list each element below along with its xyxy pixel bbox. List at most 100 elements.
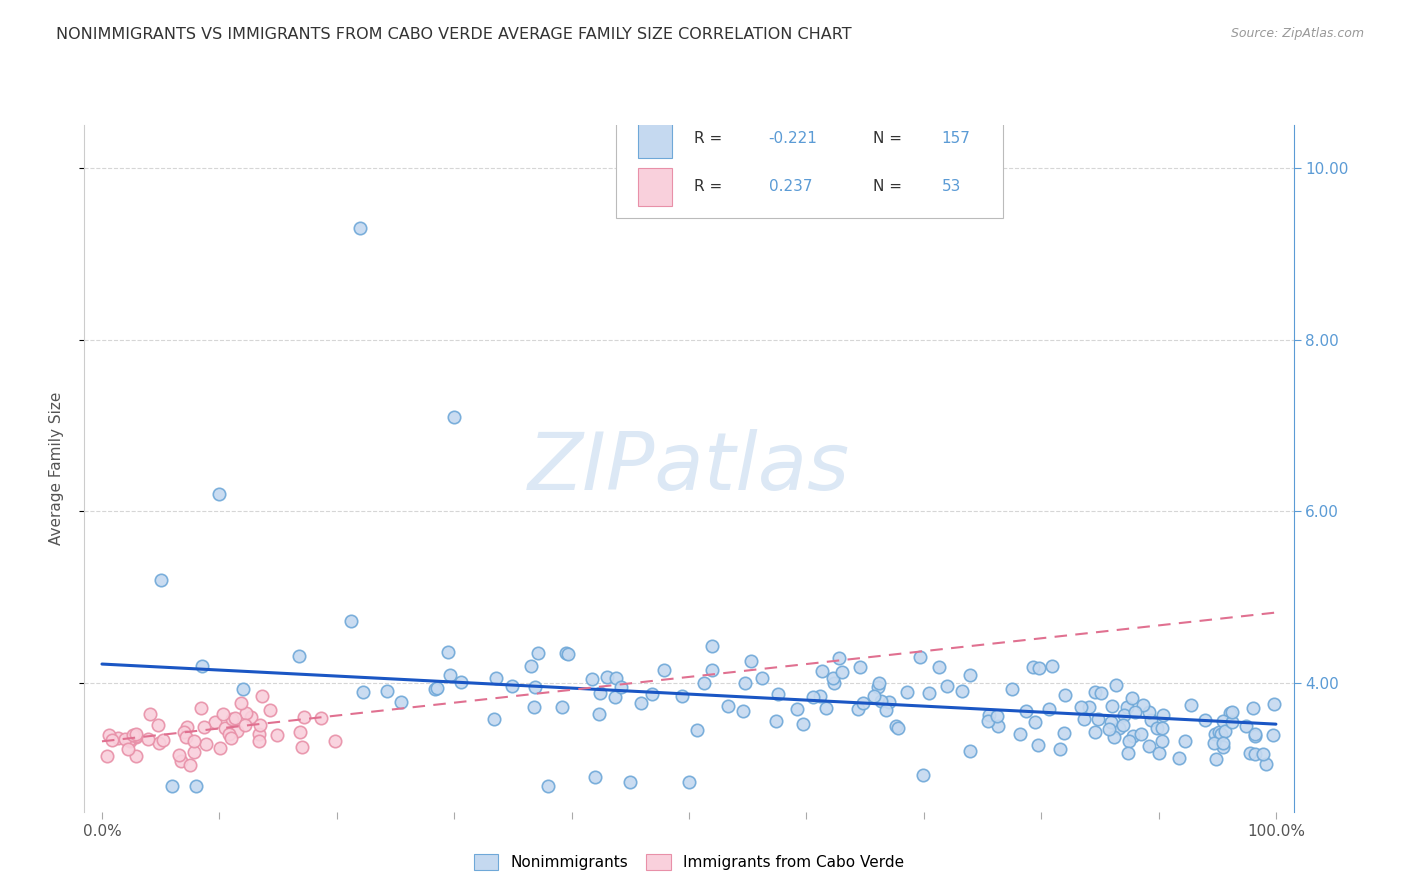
Point <box>1244 729 1267 743</box>
Point <box>849 660 872 674</box>
Point <box>1137 739 1160 754</box>
Point <box>1073 712 1095 726</box>
Point <box>1123 705 1146 719</box>
Point <box>1008 727 1031 741</box>
Point <box>977 714 1000 729</box>
Point <box>717 698 740 713</box>
Point <box>1038 702 1060 716</box>
Point <box>1208 725 1230 739</box>
Point <box>1101 699 1123 714</box>
FancyBboxPatch shape <box>638 168 672 206</box>
Point <box>1152 707 1174 722</box>
Point <box>184 779 207 793</box>
Point <box>170 754 193 768</box>
Point <box>868 676 890 690</box>
Point <box>389 695 412 709</box>
Point <box>1001 682 1024 697</box>
Point <box>1105 678 1128 692</box>
Point <box>218 727 240 741</box>
Point <box>1219 706 1241 721</box>
Point <box>1022 660 1045 674</box>
Point <box>439 668 461 682</box>
Text: 0.237: 0.237 <box>769 179 813 194</box>
Point <box>869 694 891 708</box>
Point <box>1053 688 1076 702</box>
Point <box>551 700 574 714</box>
Point <box>693 675 716 690</box>
Point <box>176 720 198 734</box>
Text: NONIMMIGRANTS VS IMMIGRANTS FROM CABO VERDE AVERAGE FAMILY SIZE CORRELATION CHAR: NONIMMIGRANTS VS IMMIGRANTS FROM CABO VE… <box>56 27 852 42</box>
Point <box>1212 740 1234 755</box>
Point <box>146 718 169 732</box>
Point <box>523 680 546 694</box>
Point <box>1174 734 1197 748</box>
Point <box>288 648 311 663</box>
Point <box>122 728 145 742</box>
Point <box>212 706 235 721</box>
Point <box>340 615 363 629</box>
Point <box>98 728 121 742</box>
Point <box>96 749 118 764</box>
Point <box>852 696 875 710</box>
Point <box>309 711 332 725</box>
Text: N =: N = <box>873 179 901 194</box>
Point <box>221 712 243 726</box>
Point <box>792 716 814 731</box>
Point <box>700 663 723 677</box>
Point <box>928 660 950 674</box>
Text: R =: R = <box>693 179 723 194</box>
Point <box>801 690 824 704</box>
Point <box>107 731 129 746</box>
Point <box>823 671 845 685</box>
Y-axis label: Average Family Size: Average Family Size <box>49 392 63 545</box>
Point <box>125 729 148 743</box>
Legend: Nonimmigrants, Immigrants from Cabo Verde: Nonimmigrants, Immigrants from Cabo Verd… <box>468 848 910 876</box>
Point <box>1150 734 1173 748</box>
Point <box>1180 698 1202 713</box>
Point <box>814 701 837 715</box>
Point <box>233 717 256 731</box>
Point <box>1263 728 1285 742</box>
Point <box>100 733 122 747</box>
Point <box>1194 713 1216 727</box>
Point <box>619 774 641 789</box>
Point <box>485 672 508 686</box>
Point <box>846 702 869 716</box>
Point <box>247 734 270 748</box>
Point <box>1090 686 1112 700</box>
Point <box>323 733 346 747</box>
Point <box>1241 701 1264 715</box>
Point <box>1137 705 1160 719</box>
Point <box>823 676 845 690</box>
Point <box>537 779 560 793</box>
Point <box>1052 725 1074 739</box>
Point <box>226 723 249 738</box>
Point <box>209 740 232 755</box>
Point <box>162 779 184 793</box>
Point <box>986 708 1008 723</box>
Point <box>120 734 142 748</box>
Text: Source: ZipAtlas.com: Source: ZipAtlas.com <box>1230 27 1364 40</box>
Text: -0.221: -0.221 <box>769 131 818 146</box>
Point <box>979 708 1001 723</box>
Point <box>1024 715 1046 730</box>
Point <box>1263 698 1285 712</box>
Point <box>1102 731 1125 745</box>
Point <box>1220 715 1243 730</box>
Point <box>654 663 676 677</box>
Point <box>1244 747 1267 761</box>
Point <box>292 710 315 724</box>
Point <box>125 730 148 744</box>
Point <box>114 731 136 746</box>
Point <box>149 573 172 587</box>
Point <box>588 706 610 721</box>
Point <box>1205 752 1227 766</box>
Point <box>734 675 756 690</box>
Point <box>1212 736 1234 750</box>
Point <box>641 687 664 701</box>
Point <box>191 658 214 673</box>
Point <box>1087 712 1109 726</box>
Point <box>229 696 252 710</box>
Point <box>875 703 897 717</box>
Point <box>426 681 449 695</box>
